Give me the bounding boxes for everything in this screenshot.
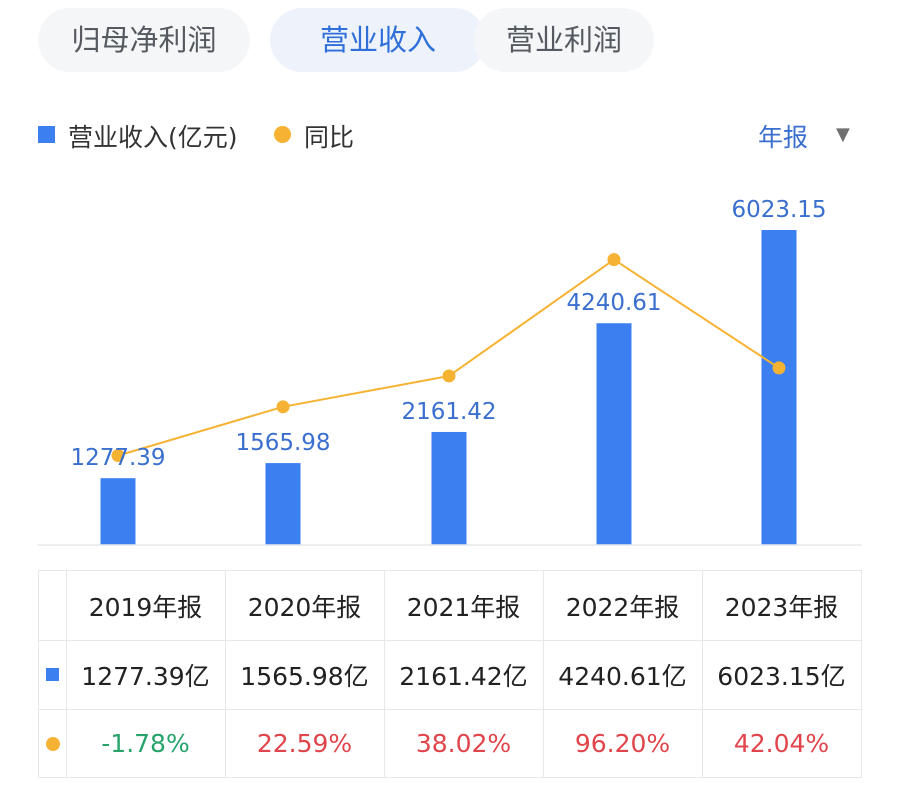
bar-marker-icon bbox=[46, 668, 59, 681]
revenue-cell: 6023.15亿 bbox=[717, 661, 846, 691]
metric-tabs: 归母净利润 营业收入 营业利润 bbox=[38, 8, 878, 72]
yoy-point bbox=[442, 369, 456, 383]
row-divider bbox=[39, 640, 861, 641]
chevron-down-icon[interactable]: ▼ bbox=[836, 124, 850, 145]
revenue-bar bbox=[431, 431, 467, 545]
revenue-chart: 1277.39 1565.98 2161.42 4240.61 6023.15 bbox=[38, 197, 862, 546]
yoy-row-marker bbox=[39, 709, 66, 778]
bar-data-label: 2161.42 bbox=[401, 399, 496, 425]
yoy-cell: -1.78% bbox=[101, 729, 190, 758]
revenue-bar bbox=[596, 323, 632, 545]
labels-layer: 1277.39 1565.98 2161.42 4240.61 6023.15 bbox=[70, 197, 826, 471]
data-table: 2019年报 2020年报 2021年报 2022年报 2023年报 1277.… bbox=[38, 570, 862, 778]
table-header-cell: 2023年报 bbox=[724, 592, 839, 622]
yoy-point bbox=[111, 449, 125, 463]
period-selector[interactable]: 年报 bbox=[758, 123, 809, 152]
tab-revenue[interactable]: 营业收入 bbox=[270, 8, 486, 72]
yoy-cell: 38.02% bbox=[415, 729, 512, 758]
revenue-cell: 1565.98亿 bbox=[240, 661, 369, 691]
revenue-cell: 2161.42亿 bbox=[399, 661, 528, 691]
column-divider bbox=[225, 571, 226, 777]
yoy-cell: 96.20% bbox=[574, 729, 671, 758]
dot-marker-icon bbox=[45, 736, 60, 751]
legend-bar-swatch bbox=[38, 126, 55, 143]
revenue-cell: 4240.61亿 bbox=[558, 661, 687, 691]
yoy-point bbox=[772, 361, 786, 375]
yoy-cell: 42.04% bbox=[733, 729, 830, 758]
table-header-cell: 2021年报 bbox=[406, 592, 521, 622]
yoy-point bbox=[607, 253, 621, 267]
bar-data-label: 6023.15 bbox=[731, 197, 826, 223]
bar-data-label: 4240.61 bbox=[566, 290, 661, 316]
table-header-cell: 2019年报 bbox=[88, 592, 203, 622]
column-divider bbox=[66, 571, 67, 777]
revenue-bar bbox=[100, 478, 136, 545]
bars-layer bbox=[100, 230, 797, 545]
tab-operating-profit[interactable]: 营业利润 bbox=[474, 8, 654, 72]
legend-line-label: 同比 bbox=[304, 123, 355, 152]
revenue-cell: 1277.39亿 bbox=[81, 661, 210, 691]
bar-data-label: 1277.39 bbox=[70, 445, 165, 471]
line-layer bbox=[111, 253, 786, 463]
row-divider bbox=[39, 709, 861, 710]
tab-net-profit[interactable]: 归母净利润 bbox=[38, 8, 250, 72]
table-header-cell: 2022年报 bbox=[565, 592, 680, 622]
legend-line-swatch bbox=[274, 126, 291, 143]
yoy-cell: 22.59% bbox=[256, 729, 353, 758]
revenue-row-marker bbox=[39, 640, 66, 709]
legend-bar-label: 营业收入(亿元) bbox=[68, 123, 238, 152]
revenue-bar bbox=[265, 463, 301, 545]
column-divider bbox=[702, 571, 703, 777]
yoy-point bbox=[276, 400, 290, 414]
revenue-bar bbox=[761, 230, 797, 545]
column-divider bbox=[384, 571, 385, 777]
column-divider bbox=[543, 571, 544, 777]
table-header-cell: 2020年报 bbox=[247, 592, 362, 622]
yoy-line bbox=[117, 258, 780, 457]
bar-data-label: 1565.98 bbox=[235, 430, 330, 456]
